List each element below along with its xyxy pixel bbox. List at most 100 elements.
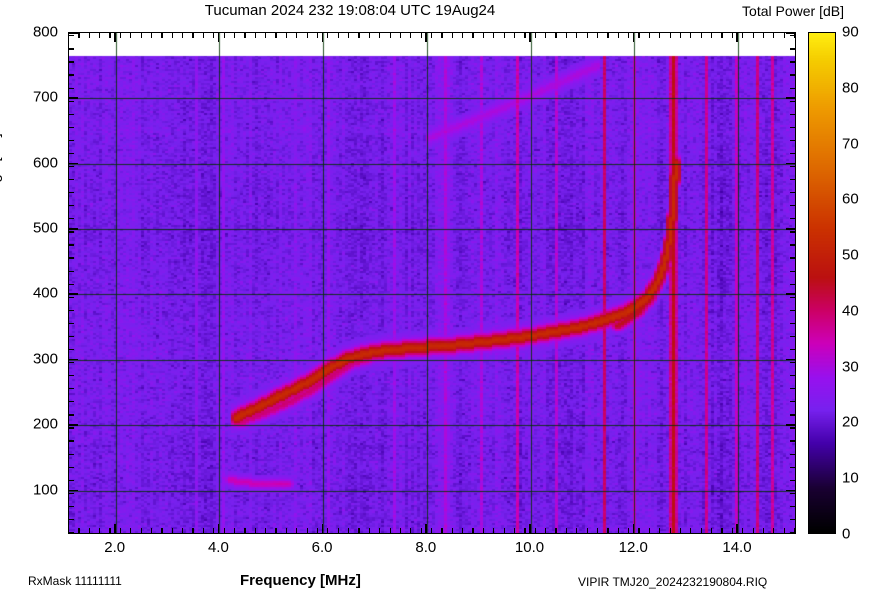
tick-mark xyxy=(529,33,531,42)
tick-mark xyxy=(368,528,370,533)
tick-mark xyxy=(731,528,733,533)
tick-mark xyxy=(171,528,173,533)
tick-mark xyxy=(306,528,308,533)
tick-mark xyxy=(441,33,443,38)
tick-mark xyxy=(69,244,74,246)
tick-mark xyxy=(628,528,630,533)
tick-mark xyxy=(493,528,495,533)
tick-mark xyxy=(786,32,795,34)
rxmask-label: RxMask 11111111 xyxy=(28,574,122,588)
tick-mark xyxy=(69,322,74,325)
tick-mark xyxy=(790,113,795,115)
tick-mark xyxy=(790,218,795,220)
tick-mark xyxy=(711,33,713,38)
tick-mark xyxy=(265,528,267,533)
tick-mark xyxy=(233,528,236,533)
tick-mark xyxy=(790,100,795,102)
tick-mark xyxy=(69,35,74,37)
tick-mark xyxy=(586,528,588,533)
tick-mark xyxy=(679,528,682,533)
tick-mark xyxy=(545,33,547,38)
tick-mark xyxy=(254,528,256,533)
tick-mark xyxy=(68,528,70,533)
tick-mark xyxy=(69,97,78,99)
tick-mark xyxy=(316,528,319,533)
tick-mark xyxy=(88,33,90,38)
tick-mark xyxy=(69,375,74,377)
tick-mark xyxy=(161,528,163,533)
tick-mark xyxy=(790,401,795,403)
tick-mark xyxy=(669,33,671,38)
tick-mark xyxy=(337,528,339,533)
tick-mark xyxy=(576,528,578,533)
tick-mark xyxy=(69,218,74,220)
tick-mark xyxy=(78,528,80,533)
tick-mark xyxy=(742,528,744,533)
tick-mark xyxy=(524,528,526,533)
tick-mark xyxy=(69,231,74,233)
tick-mark xyxy=(482,33,485,38)
tick-mark xyxy=(513,528,516,533)
tick-mark xyxy=(638,528,640,533)
x-tick-label: 4.0 xyxy=(207,539,229,556)
colorbar-tick-label: 90 xyxy=(842,23,859,41)
tick-mark xyxy=(431,33,433,38)
tick-mark xyxy=(790,192,795,194)
tick-mark xyxy=(69,453,74,455)
tick-mark xyxy=(69,293,78,295)
tick-mark xyxy=(192,528,194,533)
y-tick-label: 800 xyxy=(32,23,58,41)
tick-mark xyxy=(69,401,74,403)
tick-mark xyxy=(244,528,246,533)
tick-mark xyxy=(632,33,635,42)
tick-mark xyxy=(69,126,74,128)
tick-mark xyxy=(790,348,795,351)
tick-mark xyxy=(69,192,74,194)
tick-mark xyxy=(790,414,795,416)
tick-mark xyxy=(69,388,74,390)
tick-mark xyxy=(794,33,796,38)
tick-mark xyxy=(790,126,795,128)
tick-mark xyxy=(534,33,536,38)
tick-mark xyxy=(68,33,70,38)
x-tick-label: 6.0 xyxy=(311,539,333,556)
tick-mark xyxy=(790,309,795,311)
tick-mark xyxy=(721,528,723,533)
tick-mark xyxy=(368,33,370,38)
tick-mark xyxy=(69,479,74,481)
tick-mark xyxy=(790,179,795,181)
tick-mark xyxy=(790,48,795,50)
x-tick-label: 2.0 xyxy=(104,539,126,556)
tick-mark xyxy=(69,61,74,63)
tick-mark xyxy=(711,528,713,533)
tick-mark xyxy=(321,33,324,42)
tick-mark xyxy=(790,283,795,285)
tick-mark xyxy=(731,33,733,38)
tick-mark xyxy=(69,518,74,521)
tick-mark xyxy=(790,322,795,325)
tick-mark xyxy=(786,293,795,295)
tick-mark xyxy=(410,528,412,533)
grid-overlay xyxy=(69,33,795,533)
tick-mark xyxy=(69,466,74,468)
tick-mark xyxy=(786,424,795,426)
y-tick-label: 300 xyxy=(32,350,58,368)
tick-mark xyxy=(586,33,588,38)
tick-mark xyxy=(790,35,795,37)
tick-mark xyxy=(690,33,692,38)
tick-mark xyxy=(534,528,536,533)
tick-mark xyxy=(786,162,795,165)
tick-mark xyxy=(576,33,578,38)
tick-mark xyxy=(69,162,78,165)
tick-mark xyxy=(472,33,474,38)
tick-mark xyxy=(790,362,795,364)
tick-mark xyxy=(700,33,702,38)
tick-mark xyxy=(69,505,74,508)
tick-mark xyxy=(786,489,795,492)
tick-mark xyxy=(99,33,101,38)
tick-mark xyxy=(69,335,74,338)
tick-mark xyxy=(524,33,526,38)
tick-mark xyxy=(503,528,505,533)
tick-mark xyxy=(119,33,122,38)
tick-mark xyxy=(69,139,74,142)
